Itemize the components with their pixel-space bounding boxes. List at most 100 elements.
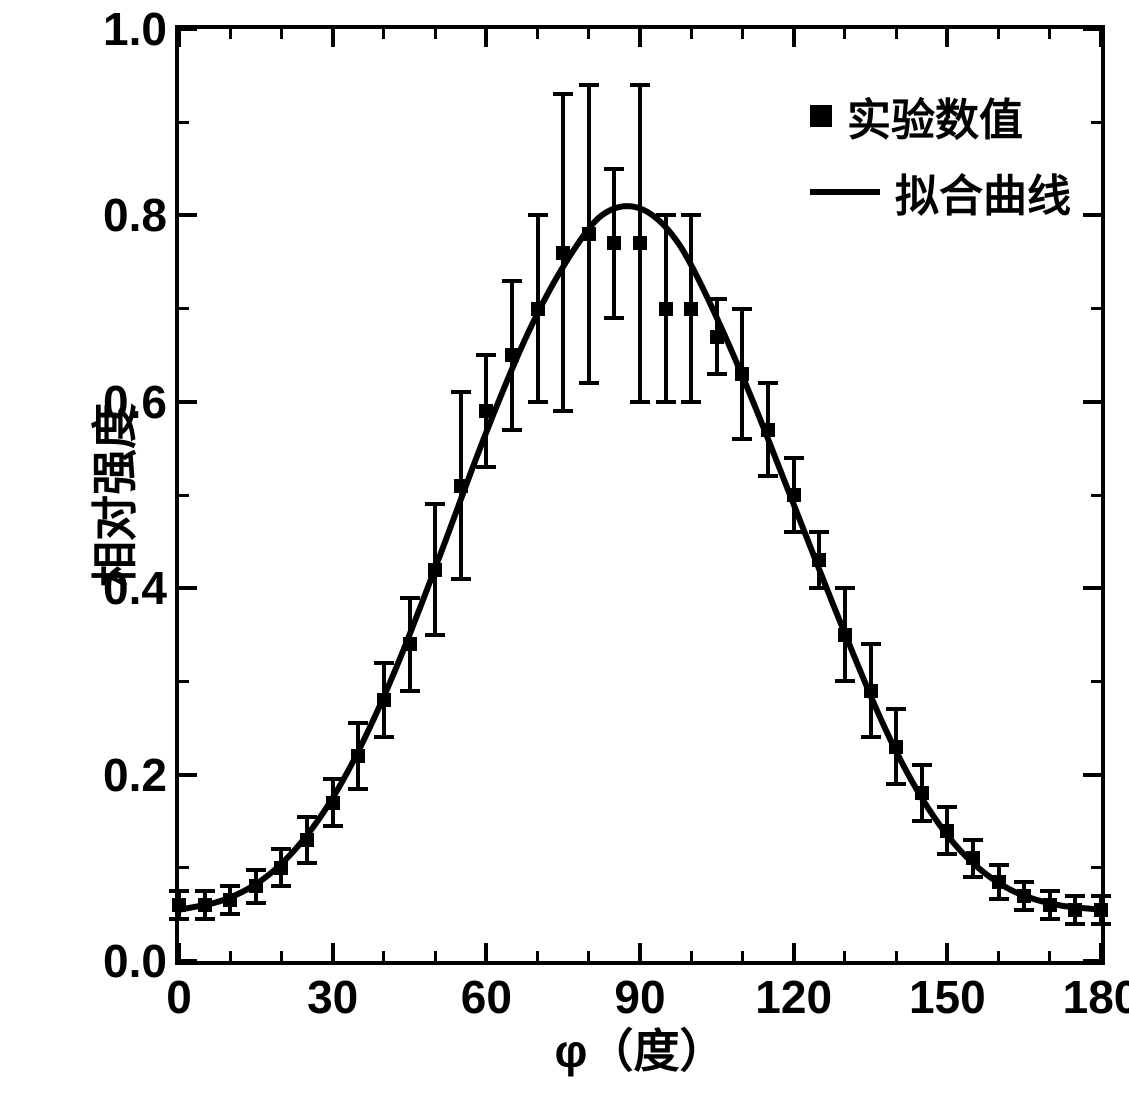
data-point [223,893,237,907]
y-tick-minor [1091,307,1101,310]
error-bar-cap [323,824,343,828]
y-axis-label: 相对强度 [79,403,145,587]
x-tick-major [945,943,949,961]
error-bar-cap [476,353,496,357]
error-bar-cap [374,735,394,739]
error-bar-cap [348,787,368,791]
y-tick-minor [179,680,189,683]
y-tick-major [179,400,197,404]
error-bar-cap [835,679,855,683]
data-point [1043,898,1057,912]
x-tick-minor [1048,951,1051,961]
x-tick-label: 0 [166,970,192,1024]
error-bar-cap [246,901,266,905]
x-tick-minor [895,951,898,961]
data-point [864,684,878,698]
x-tick-minor [382,951,385,961]
data-point [377,693,391,707]
error-bar-cap [1040,917,1060,921]
error-bar-cap [656,400,676,404]
data-point [915,786,929,800]
x-tick-major [484,943,488,961]
error-bar-cap [1014,908,1034,912]
x-tick-label: 180 [1063,970,1129,1024]
error-bar-cap [374,661,394,665]
data-point [735,367,749,381]
data-point [787,488,801,502]
error-bar-cap [963,838,983,842]
error-bar-cap [886,707,906,711]
y-tick-major [179,773,197,777]
error-bar-cap [348,721,368,725]
data-point [479,404,493,418]
error-bar-cap [1040,889,1060,893]
x-tick-major [945,29,949,47]
x-tick-minor [997,29,1000,39]
data-point [172,898,186,912]
y-tick-minor [1091,680,1101,683]
y-tick-minor [179,494,189,497]
error-bar-cap [707,372,727,376]
error-bar-cap [502,279,522,283]
x-tick-major [331,29,335,47]
error-bar-cap [937,805,957,809]
error-bar-cap [989,863,1009,867]
legend-label-experimental: 实验数值 [847,84,1023,148]
error-bar-cap [579,381,599,385]
x-tick-major [177,943,181,961]
legend-row-fit: 拟合曲线 [810,160,1071,224]
error-bar-cap [297,815,317,819]
data-point [505,348,519,362]
x-tick-major [1099,29,1103,47]
y-tick-label: 1.0 [103,2,167,56]
data-point [607,236,621,250]
error-bar-cap [937,852,957,856]
x-tick-minor [280,29,283,39]
error-bar-cap [630,400,650,404]
x-tick-minor [587,29,590,39]
error-bar-cap [886,782,906,786]
x-tick-major [177,29,181,47]
x-tick-minor [997,951,1000,961]
x-tick-minor [536,29,539,39]
y-tick-minor [179,307,189,310]
error-bar-cap [553,409,573,413]
legend: 实验数值 拟合曲线 [810,84,1071,224]
error-bar-cap [1091,922,1111,926]
error-bar-cap [451,390,471,394]
error-bar-cap [707,297,727,301]
y-tick-major [179,213,197,217]
data-point [1068,903,1082,917]
error-bar-cap [861,642,881,646]
error-bar-cap [400,596,420,600]
legend-row-experimental: 实验数值 [810,84,1071,148]
error-bar-cap [425,502,445,506]
y-tick-label: 0.2 [103,748,167,802]
y-tick-label: 0.8 [103,188,167,242]
error-bar-cap [784,530,804,534]
x-tick-minor [434,29,437,39]
x-tick-minor [434,951,437,961]
error-bar-cap [604,316,624,320]
error-bar-cap [656,213,676,217]
error-bar-cap [476,465,496,469]
error-bar-cap [528,213,548,217]
y-tick-major [179,959,197,963]
x-tick-label: 60 [461,970,512,1024]
x-axis-label: φ（度） [555,1015,726,1081]
data-point [403,637,417,651]
x-tick-major [331,943,335,961]
legend-marker-square-icon [810,105,832,127]
y-tick-minor [1091,494,1101,497]
error-bar-cap [297,861,317,865]
data-point [838,628,852,642]
x-tick-minor [741,29,744,39]
data-point [249,879,263,893]
error-bar-cap [553,92,573,96]
x-tick-label: 90 [614,970,665,1024]
error-bar-cap [809,586,829,590]
data-point [351,749,365,763]
error-bar-cap [758,381,778,385]
y-tick-major [1083,586,1101,590]
x-tick-minor [690,951,693,961]
